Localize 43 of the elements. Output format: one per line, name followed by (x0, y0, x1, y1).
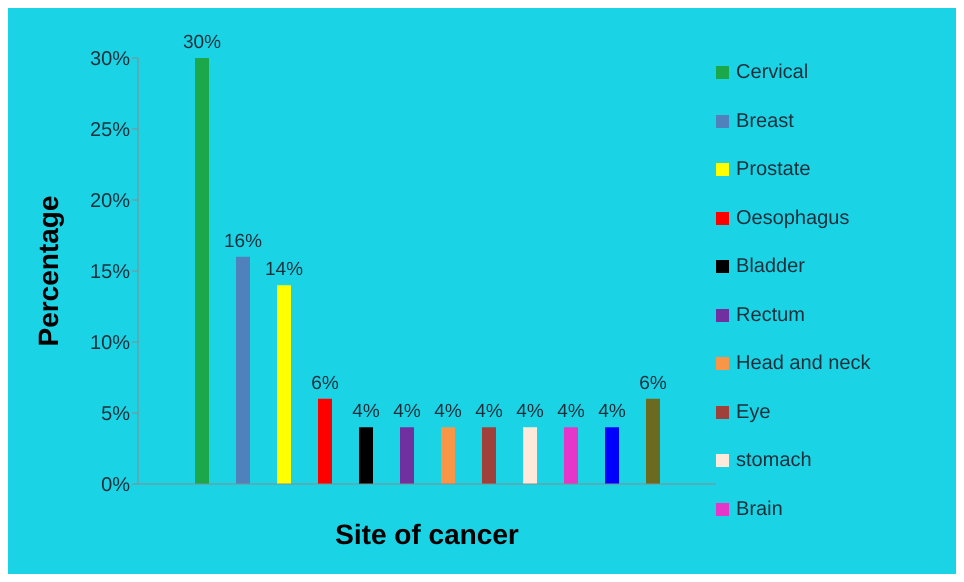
y-tick-label: 30% (90, 48, 130, 70)
data-label: 4% (475, 401, 503, 422)
y-tick-label: 5% (101, 403, 130, 426)
legend-label: Head and neck (736, 352, 871, 376)
data-label: 4% (598, 401, 626, 422)
bar (605, 427, 619, 484)
legend-label: Oesophagus (736, 206, 850, 230)
y-tick-label: 25% (90, 119, 130, 142)
bar (441, 427, 455, 484)
bar (564, 427, 578, 484)
data-label: 4% (352, 401, 380, 422)
legend-label: Bladder (736, 255, 805, 278)
data-label: 4% (516, 401, 544, 422)
bar (400, 427, 414, 484)
bar (236, 256, 250, 484)
legend-label: stomach (736, 449, 812, 472)
bar (277, 285, 291, 484)
bar (646, 398, 660, 484)
y-tick-label: 0% (101, 474, 130, 496)
bar (318, 398, 332, 484)
bar (195, 58, 209, 484)
data-label: 4% (557, 401, 585, 422)
data-label: 30% (182, 32, 222, 53)
data-label: 14% (264, 259, 304, 280)
x-axis-title: Site of cancer (335, 519, 519, 550)
y-tick-label: 15% (90, 261, 130, 284)
legend-label: Rectum (736, 304, 805, 327)
legend-label: Breast (736, 110, 794, 133)
y-tick-label: 10% (90, 332, 130, 354)
data-label: 6% (311, 372, 339, 394)
legend-label: Eye (736, 400, 770, 424)
y-axis-title: Percentage (32, 196, 64, 346)
bar (359, 427, 373, 484)
data-label: 16% (224, 230, 262, 252)
y-tick-label: 20% (90, 190, 130, 212)
bar (482, 427, 496, 484)
legend-label: Cervical (736, 61, 808, 84)
legend-label: Brain (736, 498, 783, 521)
bar (523, 427, 537, 484)
data-label: 6% (639, 372, 667, 394)
data-label: 4% (393, 401, 421, 422)
legend-label: Prostate (736, 158, 810, 182)
data-label: 4% (434, 401, 462, 422)
